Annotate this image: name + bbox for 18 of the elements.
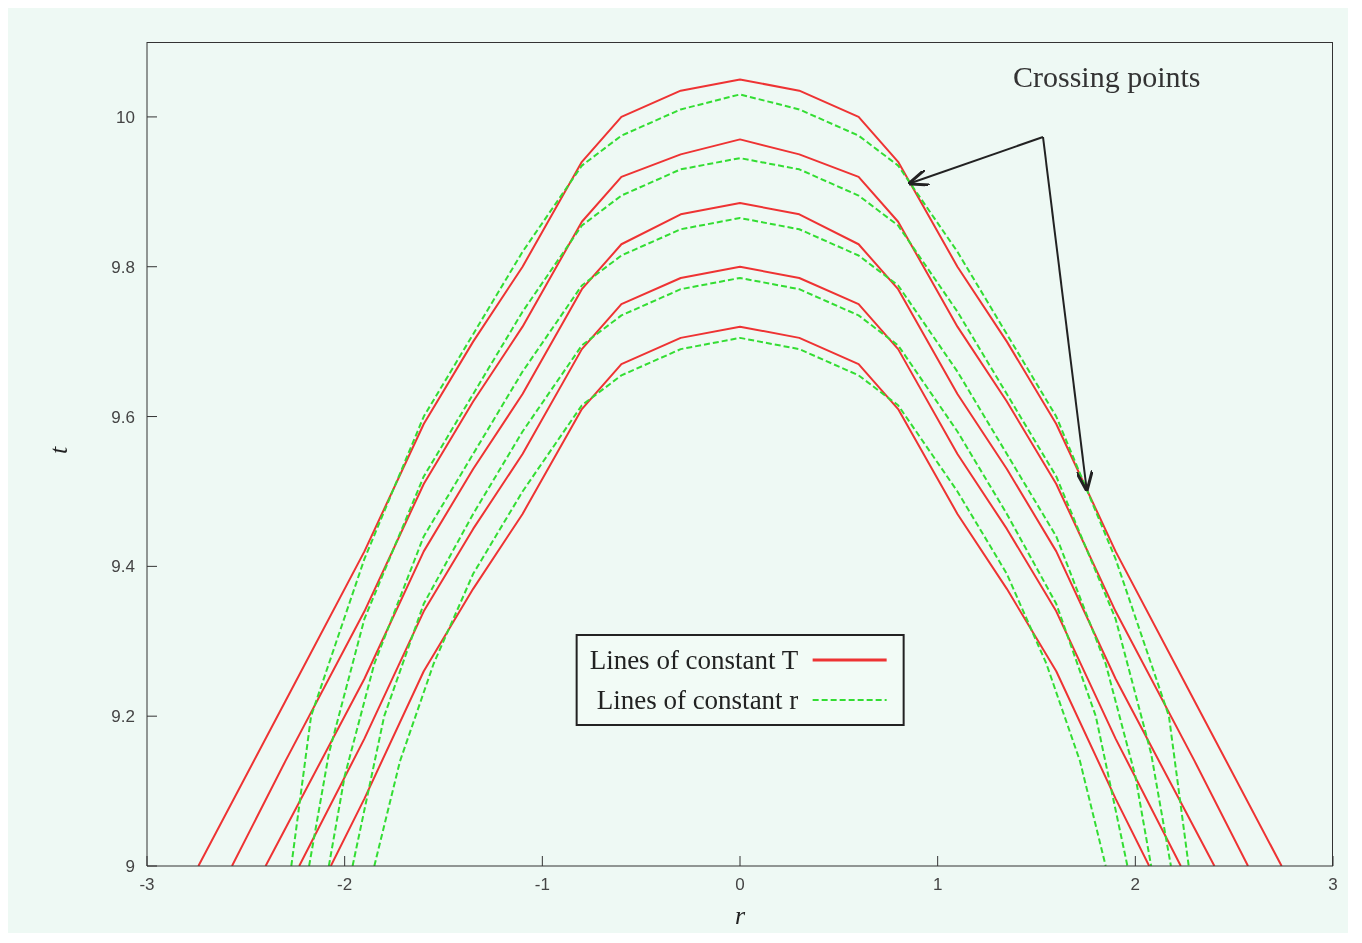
x-tick-label: 2 xyxy=(1130,875,1141,895)
annotation: Crossing points xyxy=(1013,60,1201,94)
x-axis-title: r xyxy=(734,901,746,930)
x-tick-label: -1 xyxy=(534,875,550,895)
y-tick-label: 9 xyxy=(125,857,135,877)
y-tick-label: 9.2 xyxy=(111,707,135,727)
x-tick-label: 1 xyxy=(932,875,943,895)
y-axis-title: t xyxy=(44,446,74,454)
legend-label: Lines of constant r xyxy=(596,684,799,717)
y-tick-label: 10 xyxy=(116,107,135,127)
x-tick-label: -2 xyxy=(337,875,353,895)
y-tick-label: 9.4 xyxy=(111,557,135,577)
y-tick-label: 9.6 xyxy=(111,407,135,427)
y-tick-label: 9.8 xyxy=(111,257,135,277)
legend-label: Lines of constant T xyxy=(589,644,799,677)
x-tick-label: -3 xyxy=(139,875,155,895)
x-tick-label: 0 xyxy=(735,875,745,895)
x-tick-label: 3 xyxy=(1328,875,1338,895)
